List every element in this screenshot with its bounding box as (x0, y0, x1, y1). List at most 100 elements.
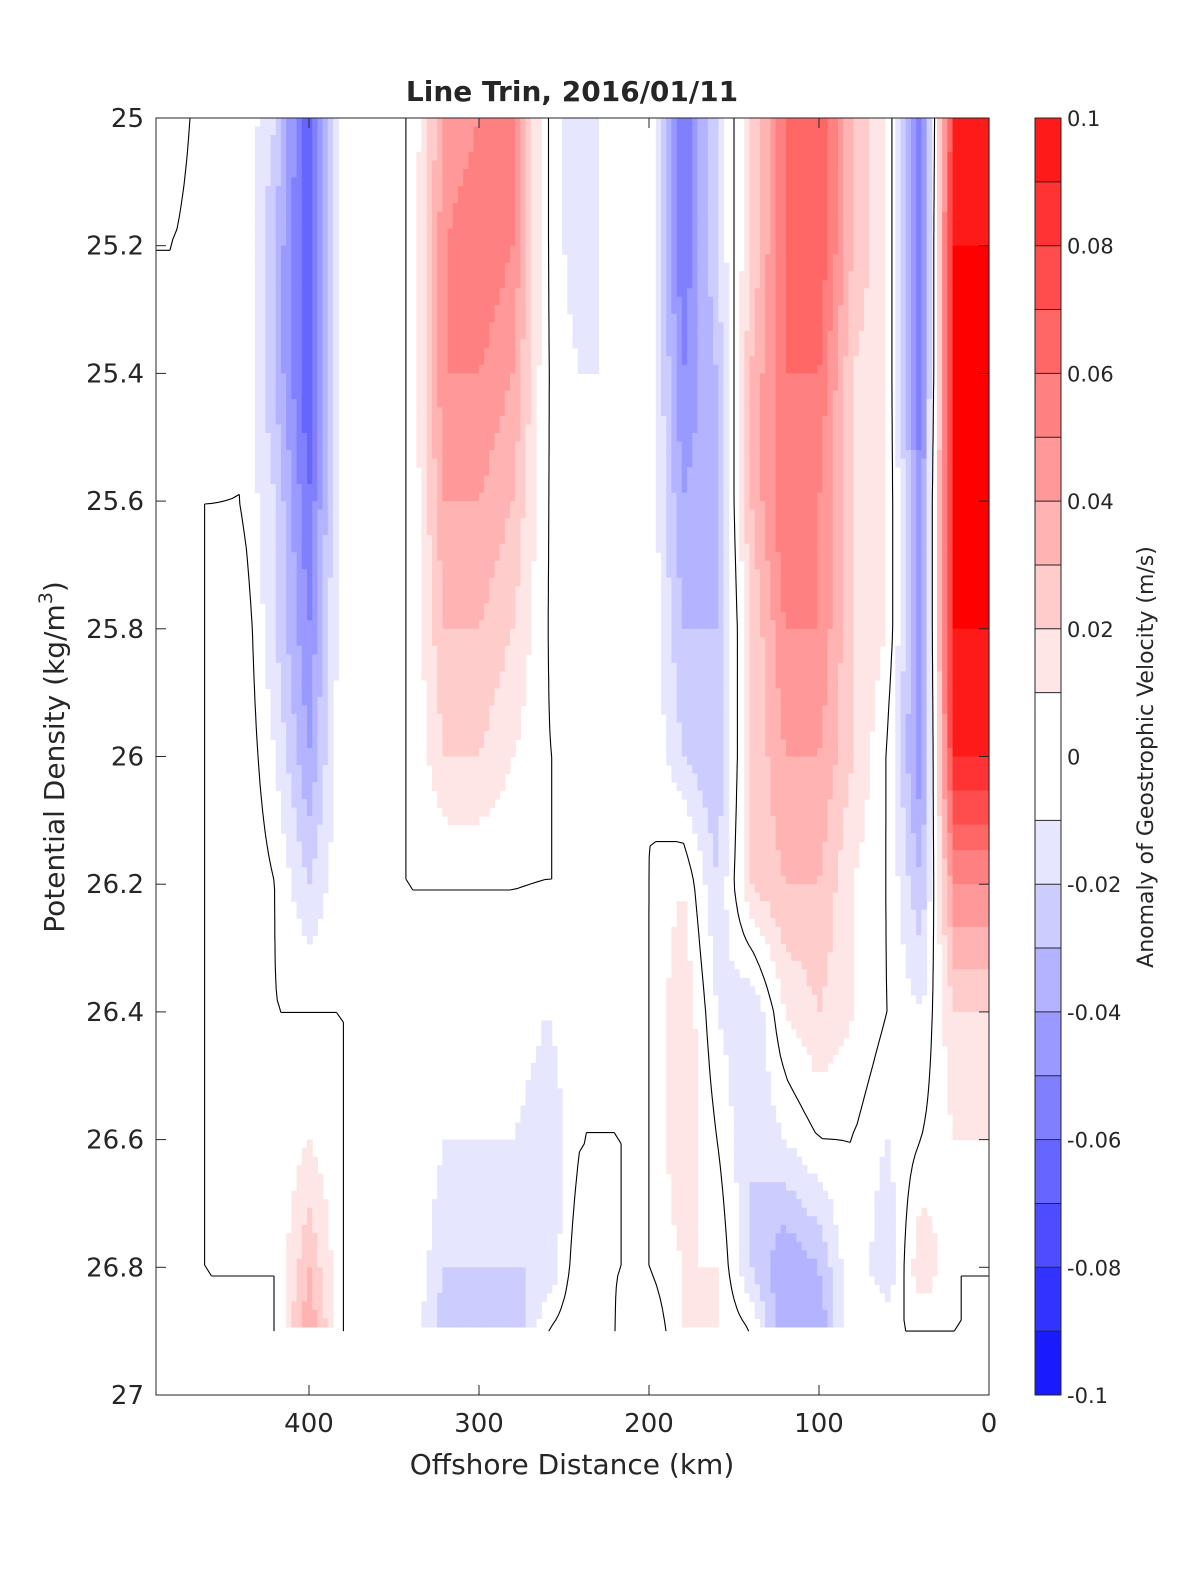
contour-cell (666, 390, 673, 400)
contour-cell (515, 177, 522, 187)
contour-cell (744, 288, 751, 298)
contour-cell (510, 271, 516, 281)
contour-cell (312, 526, 318, 536)
contour-cell (749, 228, 756, 238)
contour-cell (661, 356, 667, 366)
contour-cell (983, 135, 990, 145)
contour-cell (426, 288, 433, 298)
contour-cell (681, 220, 688, 230)
contour-cell (713, 526, 719, 536)
contour-cell (270, 203, 277, 213)
contour-cell (848, 228, 855, 238)
contour-cell (593, 118, 600, 128)
contour-cell (905, 237, 912, 247)
contour-cell (848, 271, 855, 281)
contour-cell (582, 339, 589, 349)
contour-cell (567, 135, 574, 145)
contour-cell (681, 356, 688, 366)
contour-cell (942, 288, 948, 298)
contour-cell (687, 509, 693, 519)
contour-cell (510, 135, 516, 145)
contour-cell (785, 186, 792, 196)
contour-cell (926, 177, 933, 187)
contour-cell (265, 373, 272, 383)
contour-cell (707, 467, 714, 477)
contour-cell (879, 271, 886, 281)
contour-cell (499, 407, 506, 417)
contour-cell (910, 450, 917, 460)
contour-cell (483, 467, 490, 477)
contour-cell (817, 415, 823, 426)
contour-cell (811, 381, 818, 392)
contour-cell (671, 211, 678, 221)
contour-cell (702, 237, 709, 247)
contour-cell (754, 441, 761, 451)
contour-cell (270, 390, 277, 400)
contour-cell (817, 364, 823, 374)
contour-cell (822, 118, 829, 128)
contour-cell (838, 407, 844, 417)
contour-cell (957, 518, 964, 528)
contour-cell (817, 220, 823, 230)
contour-cell (723, 467, 730, 477)
contour-cell (905, 518, 912, 528)
contour-cell (457, 501, 464, 511)
contour-cell (530, 509, 537, 519)
contour-cell (457, 194, 464, 204)
contour-cell (437, 339, 443, 349)
contour-cell (718, 143, 725, 153)
contour-cell (697, 245, 704, 255)
contour-cell (864, 509, 870, 519)
contour-cell (301, 271, 308, 281)
contour-cell (739, 509, 745, 519)
contour-cell (530, 237, 537, 247)
contour-cell (265, 228, 272, 238)
contour-cell (312, 364, 318, 374)
contour-cell (489, 339, 496, 349)
contour-cell (468, 118, 475, 128)
contour-cell (577, 305, 584, 315)
contour-cell (588, 160, 594, 170)
contour-cell (525, 501, 532, 511)
contour-cell (838, 415, 844, 426)
contour-cell (947, 415, 954, 426)
contour-cell (952, 415, 959, 426)
contour-cell (333, 228, 339, 238)
contour-cell (697, 296, 704, 306)
contour-cell (843, 526, 850, 536)
contour-cell (749, 160, 756, 170)
contour-cell (431, 194, 438, 204)
contour-cell (312, 398, 318, 409)
contour-cell (577, 271, 584, 281)
contour-cell (567, 126, 574, 136)
contour-cell (260, 203, 266, 213)
contour-cell (765, 262, 771, 272)
contour-cell (983, 467, 990, 477)
contour-cell (765, 339, 771, 349)
contour-cell (499, 509, 506, 519)
contour-cell (858, 373, 865, 383)
contour-cell (567, 254, 574, 264)
contour-cell (661, 526, 667, 536)
contour-cell (572, 228, 579, 238)
contour-cell (962, 262, 969, 272)
contour-cell (260, 381, 266, 392)
contour-cell (671, 313, 678, 323)
contour-cell (291, 305, 298, 315)
contour-cell (759, 211, 766, 221)
contour-cell (910, 458, 917, 468)
contour-cell (431, 313, 438, 323)
contour-cell (806, 118, 813, 128)
contour-cell (775, 203, 782, 213)
contour-cell (426, 373, 433, 383)
contour-cell (463, 381, 469, 392)
contour-cell (879, 194, 886, 204)
contour-cell (983, 152, 990, 162)
contour-cell (333, 475, 339, 485)
contour-cell (306, 305, 313, 315)
contour-cell (260, 373, 266, 383)
contour-cell (301, 398, 308, 409)
contour-cell (921, 271, 928, 281)
contour-cell (426, 169, 433, 179)
contour-cell (858, 484, 865, 494)
